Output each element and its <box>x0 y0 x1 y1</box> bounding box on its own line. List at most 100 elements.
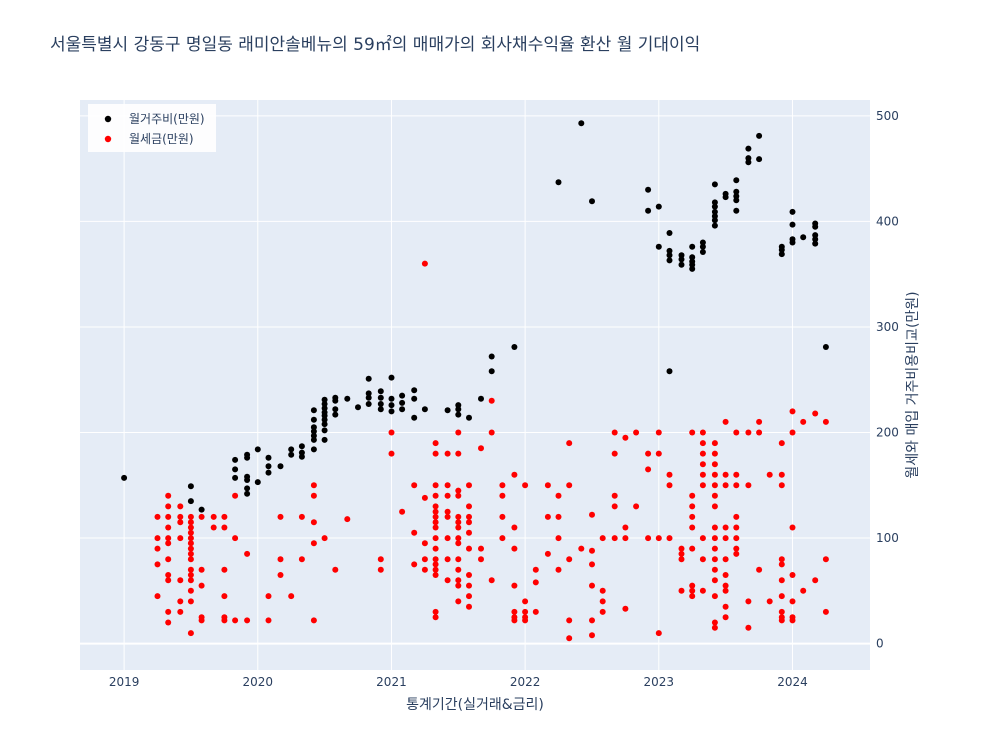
rent-point <box>432 440 439 447</box>
rent-point <box>722 572 729 578</box>
rent-point <box>221 524 228 531</box>
rent-point <box>555 535 562 542</box>
rent-point <box>589 561 595 568</box>
rent-point <box>699 482 706 489</box>
rent-point <box>778 556 785 563</box>
rent-point <box>522 614 529 621</box>
living-cost-point <box>310 432 317 439</box>
rent-point <box>411 529 418 536</box>
rent-point <box>778 577 785 584</box>
living-cost-point <box>699 239 706 246</box>
rent-point <box>198 513 205 520</box>
living-cost-point <box>121 474 128 481</box>
x-tick-label: 2019 <box>109 675 140 689</box>
legend[interactable]: 월거주비(만원) 월세금(만원) <box>88 104 216 152</box>
rent-point <box>599 608 606 615</box>
rent-point <box>756 418 763 425</box>
rent-point <box>165 577 172 584</box>
legend-label-living-cost[interactable]: 월거주비(만원) <box>129 112 205 126</box>
living-cost-point <box>678 252 685 259</box>
rent-point <box>689 587 696 594</box>
rent-point <box>566 556 573 563</box>
living-cost-point <box>244 485 251 492</box>
rent-point <box>711 524 718 531</box>
rent-point <box>544 513 551 520</box>
living-cost-point <box>589 198 595 205</box>
y-tick-label: 100 <box>876 531 899 545</box>
living-cost-point <box>789 236 796 243</box>
rent-point <box>733 535 740 542</box>
rent-point <box>822 556 829 563</box>
living-cost-point <box>377 388 384 395</box>
legend-background <box>88 104 216 152</box>
rent-point <box>277 572 284 578</box>
living-cost-point <box>377 394 384 401</box>
rent-point <box>165 556 172 563</box>
rent-point <box>699 587 706 594</box>
rent-point <box>455 556 462 563</box>
rent-point <box>711 556 718 563</box>
living-cost-point <box>711 217 718 224</box>
rent-point <box>733 550 740 557</box>
rent-point <box>198 566 205 573</box>
rent-point <box>522 482 529 489</box>
rent-point <box>455 566 462 573</box>
rent-point <box>455 540 462 547</box>
rent-point <box>611 450 618 457</box>
rent-point <box>411 561 418 568</box>
rent-point <box>432 519 439 526</box>
rent-point <box>165 540 172 547</box>
rent-point <box>678 550 685 557</box>
living-cost-point <box>733 207 740 214</box>
rent-point <box>432 482 439 489</box>
rent-point <box>298 513 305 520</box>
rent-point <box>711 492 718 499</box>
living-cost-point <box>298 453 305 460</box>
rent-point <box>466 529 472 536</box>
living-cost-point <box>756 132 763 139</box>
rent-point <box>332 566 339 573</box>
legend-label-rent[interactable]: 월세금(만원) <box>129 132 194 146</box>
rent-point <box>444 535 451 542</box>
living-cost-point <box>511 344 518 350</box>
living-cost-point <box>321 409 328 416</box>
rent-point <box>589 582 595 589</box>
rent-point <box>655 429 662 436</box>
rent-point <box>699 556 706 563</box>
rent-point <box>778 471 785 478</box>
rent-point <box>611 535 618 542</box>
rent-point <box>499 513 506 520</box>
rent-point <box>722 614 729 621</box>
living-cost-point <box>254 479 261 486</box>
living-cost-point <box>455 402 462 409</box>
living-cost-point <box>678 261 685 268</box>
rent-point <box>511 582 518 589</box>
rent-point <box>177 598 184 605</box>
rent-point <box>444 513 451 520</box>
living-cost-point <box>466 414 472 421</box>
rent-point <box>232 492 239 499</box>
rent-point <box>722 582 729 589</box>
living-cost-point <box>722 190 729 197</box>
rent-point <box>466 503 472 510</box>
rent-point <box>310 492 317 499</box>
rent-point <box>455 487 462 494</box>
rent-point <box>699 471 706 478</box>
rent-point <box>244 617 251 624</box>
living-cost-point <box>277 463 284 470</box>
rent-point <box>733 471 740 478</box>
rent-point <box>711 566 718 573</box>
rent-point <box>177 513 184 520</box>
living-cost-point <box>699 249 706 255</box>
living-cost-point <box>310 436 317 443</box>
living-cost-point <box>800 234 807 241</box>
living-cost-point <box>310 416 317 423</box>
y-tick-label: 400 <box>876 214 899 228</box>
rent-point <box>165 535 172 542</box>
rent-point <box>421 494 428 501</box>
living-cost-point <box>488 368 495 375</box>
rent-point <box>310 519 317 526</box>
rent-point <box>466 513 472 520</box>
living-cost-point <box>232 466 239 473</box>
living-cost-point <box>711 181 718 188</box>
